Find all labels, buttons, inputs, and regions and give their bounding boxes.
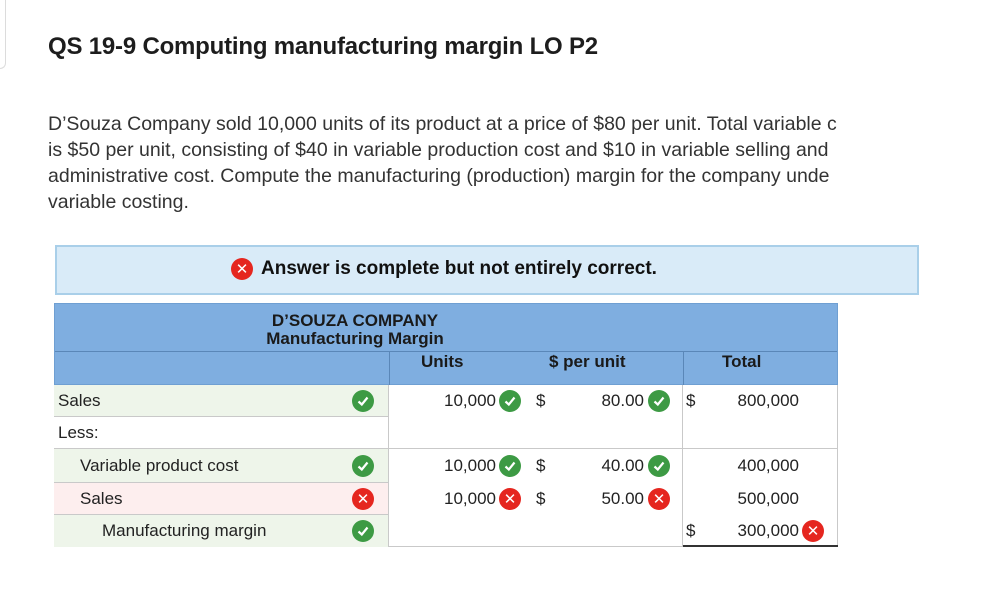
dollar-sign: $ — [686, 521, 696, 540]
col-header-per-unit: $ per unit — [549, 352, 626, 371]
incorrect-icon: ✕ — [352, 488, 374, 510]
units-input[interactable] — [388, 385, 683, 417]
per-unit-value: 80.00 — [601, 391, 644, 410]
dollar-sign: $ — [536, 489, 546, 508]
check-icon — [352, 455, 374, 477]
col-header-units: Units — [421, 352, 464, 371]
question-line: D’Souza Company sold 10,000 units of its… — [48, 113, 837, 135]
page-title: QS 19-9 Computing manufacturing margin L… — [48, 33, 598, 60]
row-label: Variable product cost — [80, 456, 239, 475]
row-label: Sales — [58, 391, 101, 410]
question-text: D’Souza Company sold 10,000 units of its… — [48, 111, 998, 215]
check-icon — [352, 520, 374, 542]
units-value: 10,000 — [444, 391, 496, 410]
table-row: Variable product cost 10,000 $ 40.00 400… — [54, 449, 838, 483]
units-value: 10,000 — [444, 456, 496, 475]
total-input[interactable] — [682, 385, 838, 417]
banner-text: Answer is complete but not entirely corr… — [261, 258, 657, 279]
table-row: Sales 10,000 $ 80.00 $ 800,000 — [54, 385, 838, 417]
table-header: D’SOUZA COMPANY Manufacturing Margin Uni… — [54, 303, 838, 386]
units-value: 10,000 — [444, 489, 496, 508]
check-icon — [648, 390, 670, 412]
per-unit-value: 40.00 — [601, 456, 644, 475]
incorrect-icon: ✕ — [499, 488, 521, 510]
dollar-sign: $ — [536, 456, 546, 475]
total-input[interactable] — [682, 417, 838, 449]
statement-title: Manufacturing Margin — [266, 329, 444, 348]
check-icon — [499, 455, 521, 477]
question-line: variable costing. — [48, 191, 189, 213]
incorrect-icon: ✕ — [802, 520, 824, 542]
result-banner: ✕ Answer is complete but not entirely co… — [55, 245, 919, 295]
total-value: 800,000 — [737, 391, 799, 410]
row-label: Less: — [58, 423, 99, 442]
row-label: Sales — [80, 489, 123, 508]
total-value: 400,000 — [737, 456, 799, 475]
dollar-sign: $ — [536, 391, 546, 410]
question-line: is $50 per unit, consisting of $40 in va… — [48, 139, 829, 161]
total-value: 300,000 — [737, 521, 799, 540]
incorrect-icon: ✕ — [231, 258, 253, 280]
per-unit-value: 50.00 — [601, 489, 644, 508]
table-row: Less: — [54, 417, 838, 449]
units-input[interactable] — [388, 483, 683, 515]
panel-edge — [0, 0, 6, 69]
total-underline — [683, 545, 838, 547]
company-name: D’SOUZA COMPANY — [271, 311, 439, 330]
units-input[interactable] — [388, 515, 683, 547]
units-input[interactable] — [388, 417, 683, 449]
check-icon — [499, 390, 521, 412]
table-row: Manufacturing margin $ 300,000 ✕ — [54, 515, 838, 547]
question-line: administrative cost. Compute the manufac… — [48, 165, 830, 187]
check-icon — [648, 455, 670, 477]
dollar-sign: $ — [686, 391, 696, 410]
col-header-total: Total — [722, 352, 762, 371]
total-input[interactable] — [682, 449, 838, 483]
check-icon — [352, 390, 374, 412]
total-value: 500,000 — [737, 489, 799, 508]
row-label: Manufacturing margin — [102, 521, 267, 540]
incorrect-icon: ✕ — [648, 488, 670, 510]
total-input[interactable] — [682, 483, 838, 515]
table-row: Sales ✕ 10,000 ✕ $ 50.00 ✕ 500,000 — [54, 483, 838, 515]
